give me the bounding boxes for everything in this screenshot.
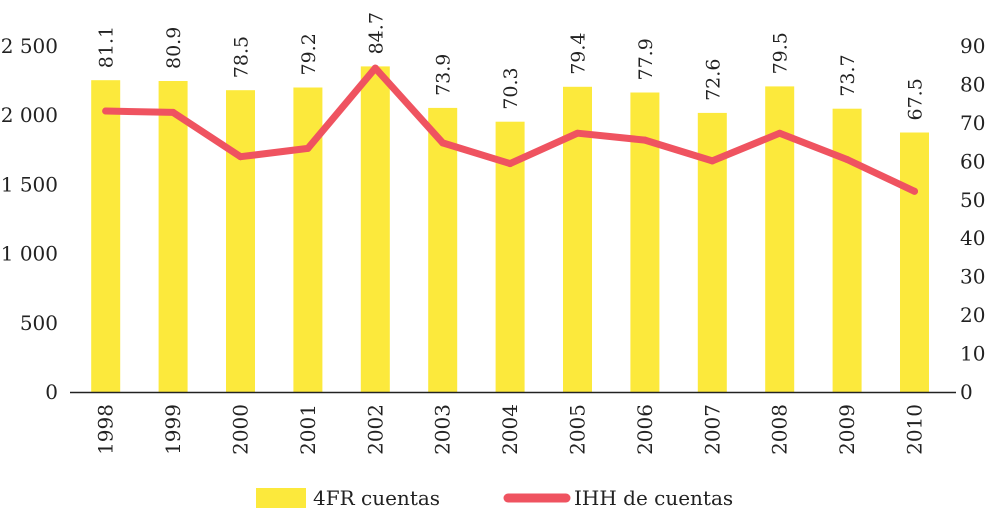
left-tick-label: 0 (45, 380, 58, 404)
line-point (641, 136, 649, 144)
line-point (304, 144, 312, 152)
x-tick-label: 2009 (835, 404, 859, 455)
data-label: 84.7 (365, 12, 387, 54)
data-label: 80.9 (163, 27, 185, 69)
left-axis-ticks: 0 500 1 000 1 500 2 000 2 500 (1, 34, 58, 404)
line-point (169, 108, 177, 116)
right-tick-label: 50 (960, 188, 985, 212)
data-label: 79.2 (298, 33, 320, 75)
data-label: 79.5 (770, 32, 792, 74)
line-point (506, 160, 514, 168)
right-tick-label: 70 (960, 111, 985, 135)
right-tick-label: 90 (960, 34, 985, 58)
data-label: 81.1 (96, 26, 118, 68)
line-point (911, 187, 918, 195)
data-label: 67.5 (905, 78, 927, 120)
line-point (843, 156, 851, 163)
data-label: 79.4 (568, 32, 590, 74)
left-tick-label: 2 000 (1, 103, 58, 127)
right-tick-label: 80 (960, 72, 985, 96)
x-tick-label: 2004 (498, 404, 522, 455)
line-point (439, 139, 447, 147)
legend-label-bar: 4FR cuentas (313, 486, 440, 510)
x-tick-label: 2007 (700, 404, 724, 455)
x-axis-ticks: 1998 1999 2000 2001 2002 2003 2004 2005 2006 2007… (94, 404, 927, 455)
x-tick-label: 2000 (229, 404, 253, 455)
data-label: 73.9 (433, 54, 455, 96)
bar (158, 81, 188, 392)
bar (832, 108, 862, 392)
data-label: 78.5 (231, 36, 253, 78)
x-tick-label: 2005 (566, 404, 590, 455)
bar (900, 132, 929, 392)
data-label: 77.9 (635, 38, 657, 80)
bar-series (91, 66, 929, 393)
bar (428, 107, 458, 393)
left-tick-label: 1 500 (1, 172, 58, 196)
left-tick-label: 1 000 (1, 242, 58, 266)
line-series (102, 64, 918, 195)
x-tick-label: 2002 (363, 404, 387, 455)
line-point (574, 129, 581, 137)
x-tick-label: 2010 (903, 404, 927, 455)
data-label: 70.3 (500, 67, 522, 109)
x-tick-label: 2001 (296, 404, 320, 455)
line-point (237, 153, 244, 161)
bar (360, 66, 390, 393)
left-tick-label: 500 (20, 311, 58, 335)
line-point (371, 64, 379, 72)
right-tick-label: 10 (960, 342, 985, 366)
x-tick-label: 2006 (633, 404, 657, 455)
right-axis-ticks: 0 10 20 30 40 50 60 70 80 90 (960, 34, 985, 404)
legend: 4FR cuentas IHH de cuentas (256, 486, 733, 510)
left-tick-label: 2 500 (1, 34, 58, 58)
x-tick-label: 2008 (768, 404, 792, 455)
right-tick-label: 60 (960, 149, 985, 173)
legend-swatch-bar (256, 488, 306, 508)
data-labels: 81.1 80.9 78.5 79.2 84.7 73.9 70.3 79.4 77.9 72.6… (96, 12, 927, 120)
right-tick-label: 40 (960, 226, 985, 250)
line-point (776, 129, 784, 137)
right-tick-label: 30 (960, 265, 985, 289)
right-tick-label: 20 (960, 303, 985, 327)
right-tick-label: 0 (960, 380, 973, 404)
bar (226, 90, 255, 392)
x-tick-label: 2003 (431, 404, 455, 455)
bar (91, 80, 121, 392)
x-tick-label: 1998 (94, 404, 118, 455)
data-label: 72.6 (702, 59, 724, 101)
data-label: 73.7 (837, 54, 859, 96)
line-point (102, 107, 110, 115)
legend-label-line: IHH de cuentas (574, 486, 733, 510)
line-point (708, 157, 716, 165)
x-tick-label: 1999 (161, 404, 185, 455)
